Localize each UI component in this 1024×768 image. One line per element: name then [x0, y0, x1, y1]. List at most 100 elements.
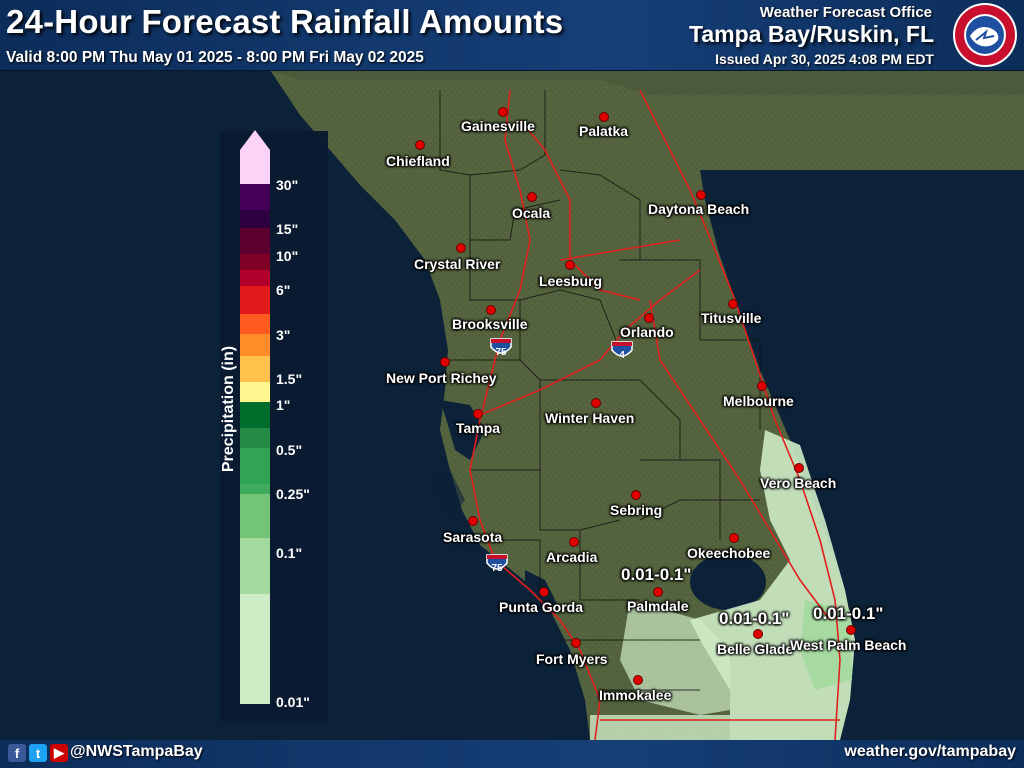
city-label: Punta Gorda [499, 599, 584, 615]
legend-panel [220, 131, 328, 721]
legend-swatch-4 [240, 314, 270, 334]
city-label: Fort Myers [536, 651, 608, 667]
legend-arrow [240, 130, 270, 150]
legend-tick: 0.1" [276, 545, 303, 561]
city-label: Palmdale [627, 598, 689, 614]
rain-area-south [620, 600, 730, 715]
city-dot [599, 112, 609, 122]
city-dot [415, 140, 425, 150]
rain-amount-label: 0.01-0.1" [621, 565, 692, 584]
legend-tick: 0.01" [276, 694, 310, 710]
legend-swatch-2 [240, 356, 270, 382]
city-label: Palatka [579, 123, 629, 139]
legend-swatch-0-25 [240, 494, 270, 538]
legend-swatch-20 [240, 210, 270, 228]
city-label: New Port Richey [386, 370, 497, 386]
legend-tick: 0.5" [276, 442, 303, 458]
legend-swatch-3 [240, 334, 270, 356]
city-dot [527, 192, 537, 202]
city-dot [539, 587, 549, 597]
social-icons: f t ▶ [8, 744, 68, 764]
city-label: Immokalee [599, 687, 672, 703]
legend-swatch-0-5 [240, 448, 270, 484]
i75-number-north: 75 [495, 347, 507, 358]
legend-tick: 1.5" [276, 371, 303, 387]
city-dot [571, 638, 581, 648]
i75-shield-south [486, 554, 508, 570]
i4-shield [611, 341, 633, 357]
i4-number: 4 [619, 350, 625, 361]
city-label: Brooksville [452, 316, 528, 332]
city-dot [486, 305, 496, 315]
city-dot [696, 190, 706, 200]
interstate-75 [469, 89, 601, 741]
legend-swatch-0-4 [240, 484, 270, 494]
legend-swatch-15 [240, 228, 270, 254]
city-label: Okeechobee [687, 545, 771, 561]
city-dot [728, 299, 738, 309]
legend-tick: 6" [276, 282, 291, 298]
youtube-icon[interactable]: ▶ [50, 744, 68, 762]
city-dot [633, 675, 643, 685]
city-label: Titusville [701, 310, 762, 326]
legend-tick: 1" [276, 397, 291, 413]
legend-swatch-6 [240, 286, 270, 314]
city-dot [653, 587, 663, 597]
i75-number-south: 75 [491, 563, 503, 574]
city-dot [846, 625, 856, 635]
city-dot [591, 398, 601, 408]
office-label: Weather Forecast Office [759, 4, 932, 21]
legend-tick: 3" [276, 327, 291, 343]
legend-swatch-0-1 [240, 538, 270, 594]
social-handle[interactable]: @NWSTampaBay [70, 743, 203, 760]
nws-logo-icon [953, 3, 1017, 67]
rain-amount-label: 0.01-0.1" [719, 609, 790, 628]
city-label: Winter Haven [545, 410, 635, 426]
facebook-icon[interactable]: f [8, 744, 26, 762]
city-dot [631, 490, 641, 500]
legend-swatch-0-01 [240, 594, 270, 704]
city-dot [794, 463, 804, 473]
legend-swatch-max [240, 150, 270, 184]
city-dot [473, 409, 483, 419]
i75-shield-north [490, 338, 512, 354]
legend-tick: 30" [276, 177, 299, 193]
header-bar [0, 0, 1024, 71]
city-label: Ocala [512, 205, 551, 221]
city-dot [729, 533, 739, 543]
city-label: Gainesville [461, 118, 535, 134]
city-dot [569, 537, 579, 547]
legend-swatch-1-5 [240, 382, 270, 402]
rain-amount-label: 0.01-0.1" [813, 604, 884, 623]
lake-okeechobee [690, 554, 766, 610]
city-dot [440, 357, 450, 367]
twitter-icon[interactable]: t [29, 744, 47, 762]
legend-swatch-30 [240, 184, 270, 210]
footer-bar [0, 740, 1024, 768]
city-label: Leesburg [539, 273, 603, 289]
city-dot [456, 243, 466, 253]
city-label: Belle Glade [717, 641, 794, 657]
city-label: Sarasota [443, 529, 503, 545]
legend-colorbar [240, 130, 270, 704]
legend-tick: 0.25" [276, 486, 310, 502]
legend-swatch-0-75 [240, 428, 270, 448]
city-label: Daytona Beach [648, 201, 750, 217]
legend-swatch-1 [240, 402, 270, 428]
website-link[interactable]: weather.gov/tampabay [844, 743, 1016, 760]
city-dot [498, 107, 508, 117]
city-label: Tampa [456, 420, 501, 436]
city-label: Orlando [620, 324, 674, 340]
city-dot [757, 381, 767, 391]
city-label: Melbourne [723, 393, 794, 409]
city-dot [644, 313, 654, 323]
city-label: Chiefland [386, 153, 450, 169]
city-dot [753, 629, 763, 639]
city-dot [468, 516, 478, 526]
office-name: Tampa Bay/Ruskin, FL [689, 21, 934, 47]
city-label: Crystal River [414, 256, 501, 272]
legend-title: Precipitation (in) [220, 345, 237, 473]
city-label: Arcadia [546, 549, 598, 565]
legend-tick: 15" [276, 221, 299, 237]
